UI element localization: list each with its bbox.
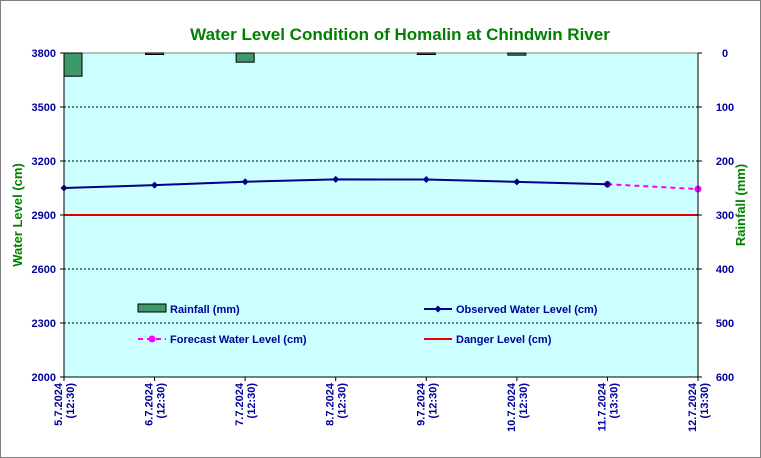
right-tick-label: 400	[716, 264, 734, 276]
right-tick-label: 300	[716, 210, 734, 222]
rainfall-bar	[145, 52, 165, 55]
observed-point	[332, 175, 340, 183]
x-tick-time: (12:30)	[518, 383, 530, 419]
x-tick-label: 7.7.2024 (12:30)	[234, 382, 258, 426]
x-tick-label: 10.7.2024 (12:30)	[506, 382, 530, 432]
legend-label: Danger Level (cm)	[456, 334, 552, 346]
y2-axis-title: Rainfall (mm)	[733, 164, 748, 246]
chart-title: Water Level Condition of Homalin at Chin…	[190, 25, 610, 44]
right-axis: 0 100 200 300 400 500 600	[697, 48, 734, 384]
legend-observed: Observed Water Level (cm)	[424, 304, 598, 316]
x-tick-time: (12:30)	[246, 383, 258, 419]
left-tick-label: 3500	[32, 102, 56, 114]
x-axis: 5.7.2024 (12:30) 6.7.2024 (12:30) 7.7.2024 (1…	[53, 376, 711, 432]
observed-point	[241, 178, 249, 186]
x-tick-date: 9.7.2024	[415, 382, 427, 426]
right-tick-label: 0	[722, 48, 728, 60]
legend-swatch	[137, 303, 167, 313]
x-tick-label: 11.7.2024 (13:30)	[596, 382, 620, 431]
x-tick-date: 12.7.2024	[687, 382, 699, 432]
observed-point	[151, 181, 159, 189]
left-tick-label: 3200	[32, 156, 56, 168]
legend-label: Forecast Water Level (cm)	[170, 334, 307, 346]
rainfall-bars	[63, 52, 527, 77]
x-tick-time: (12:30)	[427, 383, 439, 419]
x-tick-label: 5.7.2024 (12:30)	[53, 382, 77, 426]
x-tick-date: 6.7.2024	[144, 382, 156, 426]
water-level-lines	[60, 175, 702, 193]
legend: Rainfall (mm) Observed Water Level (cm) Fo…	[137, 303, 598, 346]
x-tick-label: 9.7.2024 (12:30)	[415, 382, 439, 426]
right-tick-label: 100	[716, 102, 734, 114]
legend-marker	[148, 335, 156, 343]
x-tick-date: 5.7.2024	[53, 382, 65, 426]
x-tick-label: 12.7.2024 (13:30)	[687, 382, 711, 432]
rainfall-bar	[416, 52, 436, 55]
forecast-line	[607, 183, 699, 191]
x-tick-date: 10.7.2024	[506, 382, 518, 432]
left-tick-label: 3800	[32, 48, 56, 60]
x-tick-time: (13:30)	[699, 383, 711, 419]
right-tick-label: 200	[716, 156, 734, 168]
x-tick-time: (12:30)	[337, 383, 349, 419]
legend-danger: Danger Level (cm)	[424, 334, 552, 346]
x-tick-time: (12:30)	[156, 383, 168, 419]
observed-point	[603, 180, 611, 188]
legend-marker	[434, 305, 442, 313]
left-tick-label: 2000	[32, 372, 56, 384]
rainfall-bar	[63, 52, 83, 77]
legend-label: Rainfall (mm)	[170, 304, 240, 316]
x-tick-time: (12:30)	[65, 383, 77, 419]
legend-rainfall: Rainfall (mm)	[137, 303, 240, 316]
left-tick-label: 2900	[32, 210, 56, 222]
right-tick-label: 500	[716, 318, 734, 330]
x-tick-date: 7.7.2024	[234, 382, 246, 426]
left-tick-label: 2300	[32, 318, 56, 330]
legend-forecast: Forecast Water Level (cm)	[138, 334, 307, 346]
rainfall-bar	[507, 52, 527, 56]
left-tick-label: 2600	[32, 264, 56, 276]
left-axis: 2000 2300 2600 2900 3200 3500 3800	[32, 48, 65, 384]
x-tick-date: 8.7.2024	[325, 382, 337, 426]
x-tick-date: 11.7.2024	[596, 382, 608, 431]
x-tick-time: (13:30)	[608, 383, 620, 419]
observed-point	[513, 178, 521, 186]
x-tick-label: 8.7.2024 (12:30)	[325, 382, 349, 426]
rainfall-bar	[235, 52, 255, 63]
observed-point	[422, 176, 430, 184]
right-tick-label: 600	[716, 372, 734, 384]
y-axis-title: Water Level (cm)	[10, 163, 25, 267]
x-tick-label: 6.7.2024 (12:30)	[144, 382, 168, 426]
legend-label: Observed Water Level (cm)	[456, 304, 598, 316]
